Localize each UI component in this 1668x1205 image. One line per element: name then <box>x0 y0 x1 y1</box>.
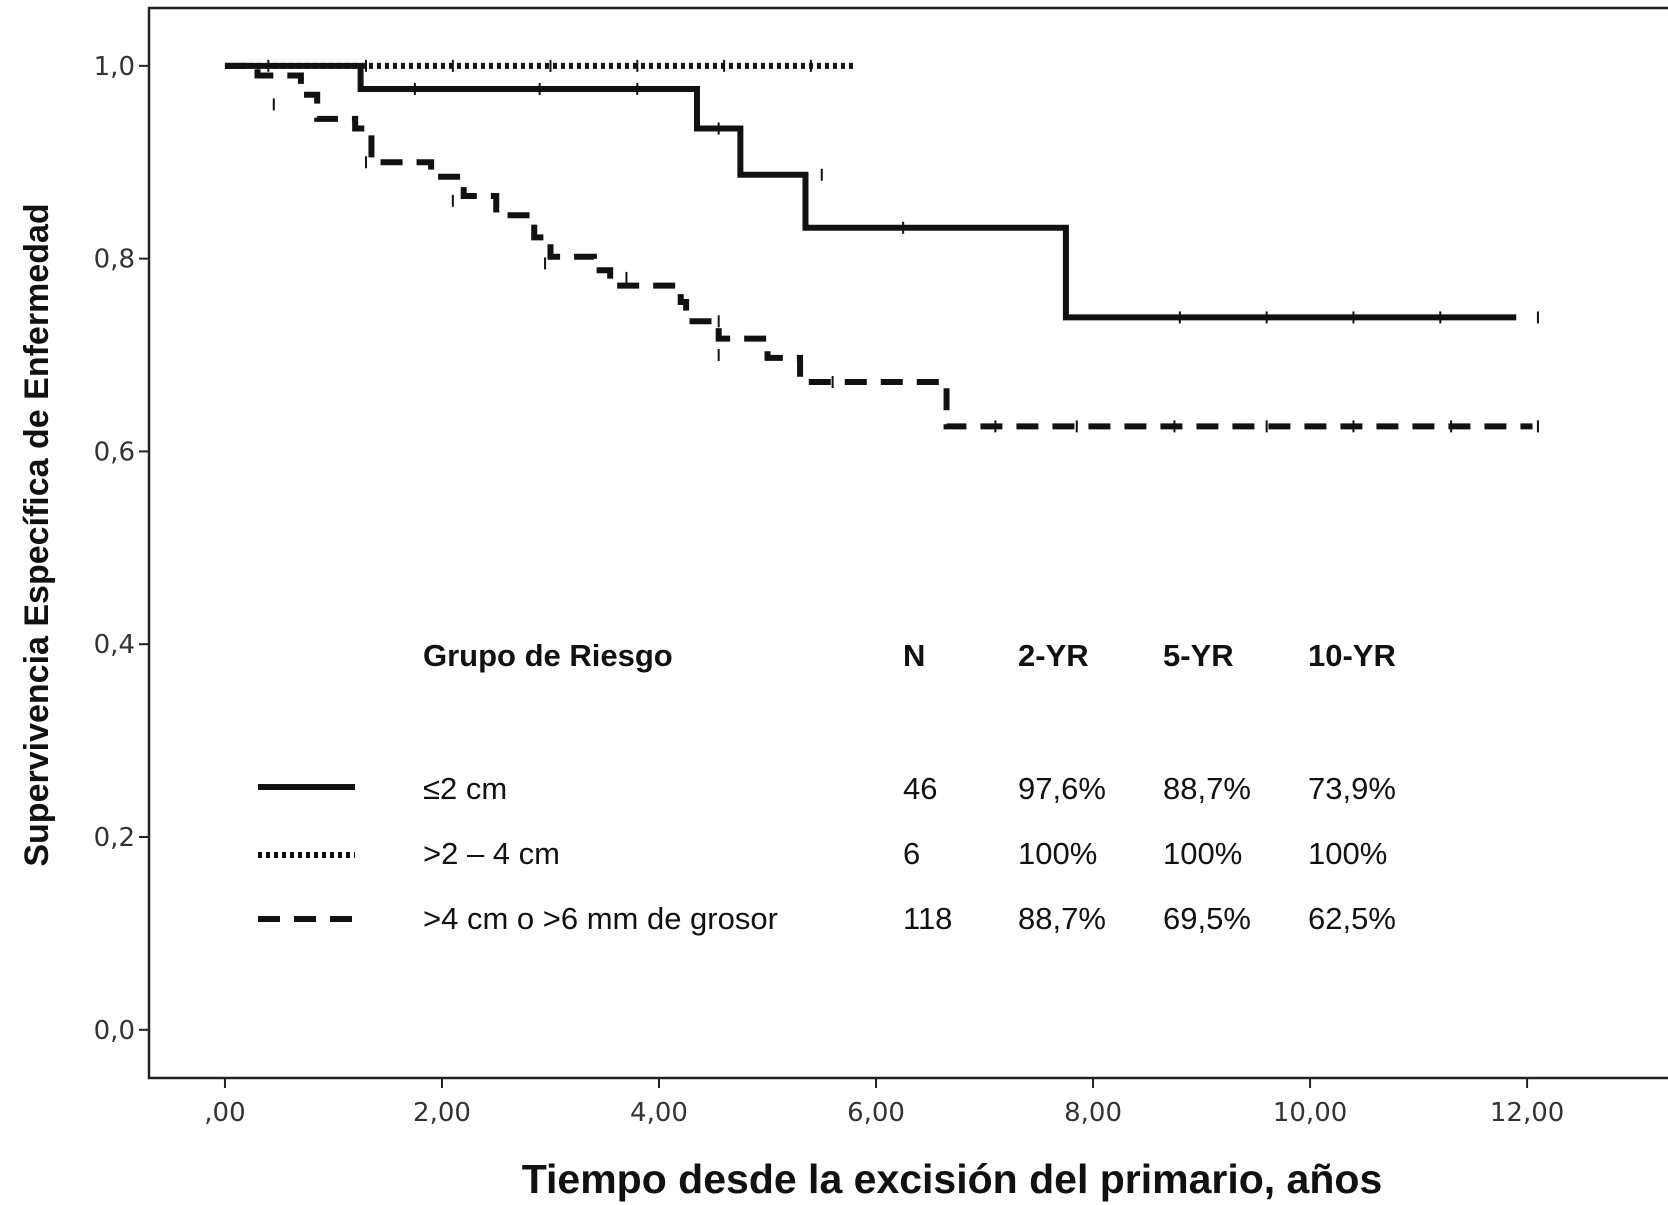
x-tick-label: 12,00 <box>1490 1098 1564 1128</box>
table-row-5yr: 100% <box>1163 836 1242 871</box>
table-header-group: Grupo de Riesgo <box>423 638 673 673</box>
legend-table: Grupo de Riesgo N 2-YR 5-YR 10-YR ≤2 cm … <box>258 638 1396 936</box>
series-layer <box>224 59 1539 433</box>
table-row-group: ≤2 cm <box>423 771 507 806</box>
table-row-n: 46 <box>903 771 937 806</box>
x-tick-label: 2,00 <box>413 1098 471 1128</box>
plot-frame <box>147 6 1668 1080</box>
x-tick-label: ,00 <box>204 1098 245 1128</box>
table-row-10yr: 73,9% <box>1308 771 1396 806</box>
table-row-2yr: 100% <box>1018 836 1097 871</box>
y-tick-label: 0,2 <box>94 823 135 853</box>
table-row-n: 118 <box>903 901 952 936</box>
y-tick-label: 1,0 <box>94 52 135 82</box>
y-tick-label: 0,4 <box>94 630 135 660</box>
y-tick-label: 0,6 <box>94 437 135 467</box>
x-axis-title: Tiempo desde la excisión del primario, a… <box>522 1156 1383 1202</box>
series-line-dashed <box>224 62 1533 430</box>
y-axis-title: Supervivencia Específica de Enfermedad <box>18 203 56 866</box>
table-row-10yr: 62,5% <box>1308 901 1396 936</box>
y-tick-label: 0,8 <box>94 245 135 275</box>
x-tick-label: 6,00 <box>847 1098 905 1128</box>
x-axis: ,00 2,00 4,00 6,00 8,00 10,00 12,00 <box>204 1078 1564 1128</box>
table-header-2yr: 2-YR <box>1018 638 1089 673</box>
table-row-2yr: 88,7% <box>1018 901 1106 936</box>
table-row-n: 6 <box>903 836 920 871</box>
table-row-group: >2 – 4 cm <box>423 836 560 871</box>
table-header-5yr: 5-YR <box>1163 638 1234 673</box>
table-header-n: N <box>903 638 925 673</box>
series-line-solid <box>224 62 1517 321</box>
y-axis: 0,0 0,2 0,4 0,6 0,8 1,0 <box>94 52 149 1046</box>
table-row-group: >4 cm o >6 mm de grosor <box>423 901 778 936</box>
x-tick-label: 4,00 <box>630 1098 688 1128</box>
table-row-10yr: 100% <box>1308 836 1387 871</box>
x-tick-label: 8,00 <box>1064 1098 1122 1128</box>
table-row-2yr: 97,6% <box>1018 771 1106 806</box>
table-row-5yr: 69,5% <box>1163 901 1251 936</box>
table-row-5yr: 88,7% <box>1163 771 1251 806</box>
table-header-10yr: 10-YR <box>1308 638 1396 673</box>
y-tick-label: 0,0 <box>94 1016 135 1046</box>
x-tick-label: 10,00 <box>1273 1098 1347 1128</box>
